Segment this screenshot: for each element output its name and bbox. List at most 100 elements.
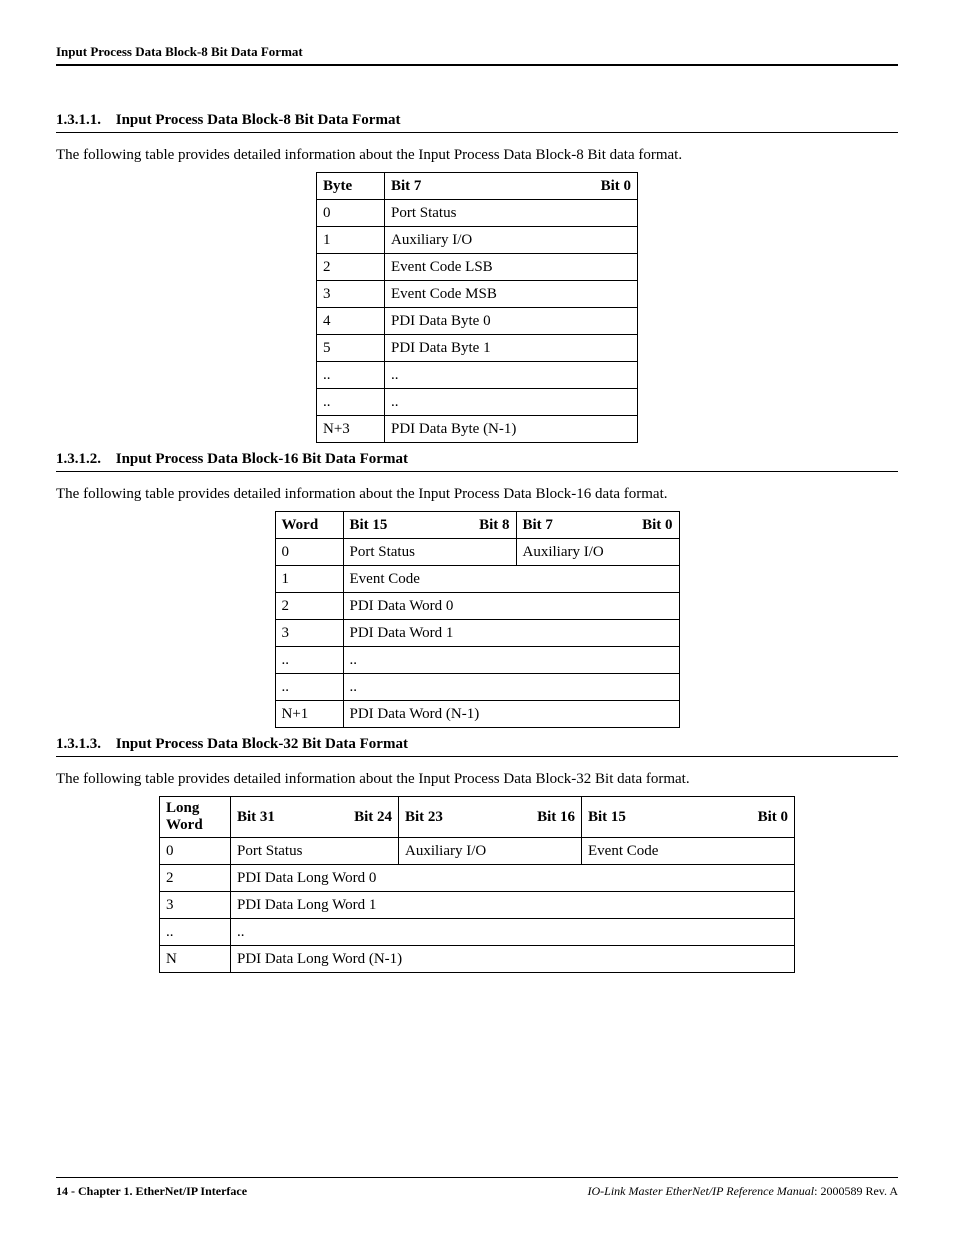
bit-low-label: Bit 0 [758,809,788,826]
cell-desc: PDI Data Byte 1 [385,335,638,362]
cell-desc: Event Code [343,566,679,593]
section-title: Input Process Data Block-32 Bit Data For… [116,736,408,752]
cell-desc: PDI Data Long Word 1 [231,892,795,919]
cell-byte: 3 [317,281,385,308]
table-row: 1Auxiliary I/O [317,227,638,254]
col-header-bits-hi: Bit 15 Bit 8 [343,512,516,539]
section-title: Input Process Data Block-16 Bit Data For… [116,451,408,467]
cell-desc: PDI Data Word 0 [343,593,679,620]
bit-high-label: Bit 7 [523,517,553,534]
table-row: 0Port StatusAuxiliary I/O [275,539,679,566]
cell-word: .. [275,647,343,674]
table-row: 2Event Code LSB [317,254,638,281]
col-header-longword: Long Word [160,797,231,838]
bit-high-label: Bit 23 [405,809,443,826]
cell-desc: Event Code [582,838,795,865]
cell-longword: N [160,946,231,973]
cell-desc: Event Code LSB [385,254,638,281]
table-row: 1Event Code [275,566,679,593]
bit-low-label: Bit 16 [537,809,575,826]
cell-longword: 3 [160,892,231,919]
section-heading-8bit: 1.3.1.1. Input Process Data Block-8 Bit … [56,112,898,133]
table-16bit: Word Bit 15 Bit 8 Bit 7 Bit 0 0Port Stat… [275,511,680,728]
bit-low-label: Bit 24 [354,809,392,826]
cell-byte: 0 [317,200,385,227]
col-header-bits-1: Bit 31 Bit 24 [231,797,399,838]
footer-right-italic: IO-Link Master EtherNet/IP Reference Man… [588,1184,815,1198]
col-header-bits-lo: Bit 7 Bit 0 [516,512,679,539]
cell-desc: .. [231,919,795,946]
table-row: 0Port StatusAuxiliary I/OEvent Code [160,838,795,865]
cell-word: N+1 [275,701,343,728]
cell-desc: .. [343,647,679,674]
footer-right: IO-Link Master EtherNet/IP Reference Man… [588,1184,899,1199]
footer-left: 14 - Chapter 1. EtherNet/IP Interface [56,1184,247,1199]
section-number: 1.3.1.1. [56,112,112,129]
bit-low-label: Bit 8 [479,517,509,534]
cell-desc: Event Code MSB [385,281,638,308]
cell-desc: Port Status [343,539,516,566]
cell-desc: PDI Data Word 1 [343,620,679,647]
table-row: 3PDI Data Word 1 [275,620,679,647]
cell-byte: 4 [317,308,385,335]
cell-byte: .. [317,362,385,389]
cell-desc: PDI Data Byte (N-1) [385,416,638,443]
cell-desc: PDI Data Long Word 0 [231,865,795,892]
table-row: 3PDI Data Long Word 1 [160,892,795,919]
section-intro-8bit: The following table provides detailed in… [56,147,898,164]
table-row: .... [160,919,795,946]
cell-longword: .. [160,919,231,946]
table-row: 0Port Status [317,200,638,227]
cell-desc: .. [343,674,679,701]
table-row: .... [275,674,679,701]
cell-word: 0 [275,539,343,566]
table-8bit-body: 0Port Status1Auxiliary I/O2Event Code LS… [317,200,638,443]
table-32bit: Long Word Bit 31 Bit 24 Bit 23 Bit 16 Bi… [159,796,795,973]
section-title: Input Process Data Block-8 Bit Data Form… [116,112,401,128]
table-row: .... [275,647,679,674]
cell-desc: Port Status [231,838,399,865]
section-heading-32bit: 1.3.1.3. Input Process Data Block-32 Bit… [56,736,898,757]
col-header-bits: Bit 7 Bit 0 [385,173,638,200]
cell-longword: 0 [160,838,231,865]
col-header-bits-3: Bit 15 Bit 0 [582,797,795,838]
table-32bit-body: 0Port StatusAuxiliary I/OEvent Code2PDI … [160,838,795,973]
table-row: N+1PDI Data Word (N-1) [275,701,679,728]
cell-desc: Auxiliary I/O [516,539,679,566]
cell-desc: .. [385,389,638,416]
table-row: NPDI Data Long Word (N-1) [160,946,795,973]
cell-word: 2 [275,593,343,620]
cell-longword: 2 [160,865,231,892]
table-row: 4PDI Data Byte 0 [317,308,638,335]
cell-word: .. [275,674,343,701]
bit-high-label: Bit 15 [588,809,626,826]
cell-desc: PDI Data Word (N-1) [343,701,679,728]
page-footer: 14 - Chapter 1. EtherNet/IP Interface IO… [56,1177,898,1199]
section-number: 1.3.1.2. [56,451,112,468]
cell-byte: 5 [317,335,385,362]
section-intro-32bit: The following table provides detailed in… [56,771,898,788]
cell-word: 3 [275,620,343,647]
table-row: 5PDI Data Byte 1 [317,335,638,362]
bit-high-label: Bit 31 [237,809,275,826]
section-number: 1.3.1.3. [56,736,112,753]
cell-desc: PDI Data Long Word (N-1) [231,946,795,973]
section-intro-16bit: The following table provides detailed in… [56,486,898,503]
bit-low-label: Bit 0 [642,517,672,534]
bit-high-label: Bit 15 [350,517,388,534]
footer-right-tail: : 2000589 Rev. A [814,1184,898,1198]
table-row: 3Event Code MSB [317,281,638,308]
table-row: .... [317,362,638,389]
table-row: .... [317,389,638,416]
cell-desc: Port Status [385,200,638,227]
cell-byte: 1 [317,227,385,254]
table-row: 2PDI Data Long Word 0 [160,865,795,892]
table-16bit-body: 0Port StatusAuxiliary I/O1Event Code2PDI… [275,539,679,728]
bit-high-label: Bit 7 [391,178,421,195]
cell-byte: 2 [317,254,385,281]
col-header-word: Word [275,512,343,539]
bit-low-label: Bit 0 [601,178,631,195]
section-heading-16bit: 1.3.1.2. Input Process Data Block-16 Bit… [56,451,898,472]
running-header: Input Process Data Block-8 Bit Data Form… [56,44,898,66]
cell-desc: Auxiliary I/O [385,227,638,254]
